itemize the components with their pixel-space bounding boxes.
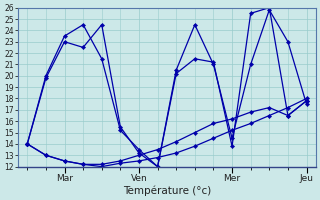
X-axis label: Température (°c): Température (°c) bbox=[123, 185, 211, 196]
